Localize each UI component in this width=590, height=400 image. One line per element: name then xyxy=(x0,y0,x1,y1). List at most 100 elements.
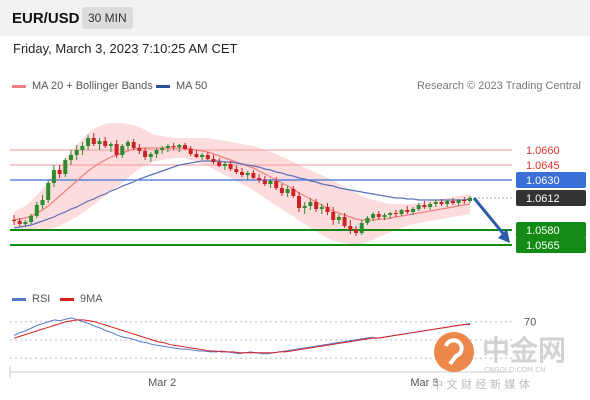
candle-body xyxy=(217,162,222,166)
candle-body xyxy=(416,205,421,209)
candle-body xyxy=(120,146,125,155)
ma50-legend-label: MA 50 xyxy=(176,80,208,92)
symbol-label: EUR/USD xyxy=(12,10,80,27)
candle-body xyxy=(354,230,358,233)
candle-body xyxy=(445,201,450,204)
watermark-coin-icon xyxy=(434,332,474,372)
candle-body xyxy=(74,150,79,155)
candle-body xyxy=(97,141,102,144)
timeframe-button[interactable]: 30 MIN xyxy=(82,7,133,29)
ma20-legend: MA 20 + Bollinger Bands xyxy=(12,80,153,92)
candle-body xyxy=(245,173,250,175)
candle-body xyxy=(359,223,364,233)
candle-body xyxy=(468,198,472,201)
candle-body xyxy=(126,142,130,146)
candle-body xyxy=(148,154,153,157)
candle-body xyxy=(262,180,267,184)
ma9-legend-label: 9MA xyxy=(80,293,103,305)
candle-body xyxy=(160,148,165,150)
rsi-legend: RSI xyxy=(12,293,50,305)
candle-body xyxy=(376,214,381,217)
candle-body xyxy=(222,164,227,166)
candle-body xyxy=(314,202,319,209)
rsi-legend-label: RSI xyxy=(32,293,51,305)
forecast-arrow-head xyxy=(498,229,510,243)
candle-body xyxy=(171,146,176,147)
candle-body xyxy=(205,155,210,159)
candle-body xyxy=(29,216,34,222)
candle-body xyxy=(188,149,193,154)
candle-body xyxy=(342,217,347,226)
rsi-label-70: 70 xyxy=(524,317,536,329)
level-label-1.0565: 1.0565 xyxy=(526,240,560,252)
ma20-swatch xyxy=(12,84,26,88)
candle-body xyxy=(228,164,233,169)
candle-body xyxy=(40,200,45,205)
candle-body xyxy=(51,170,56,183)
level-label-1.0630: 1.0630 xyxy=(526,175,560,187)
candle-body xyxy=(336,217,341,220)
candle-body xyxy=(251,173,256,178)
candle-body xyxy=(154,150,159,154)
candle-body xyxy=(143,151,148,157)
candle-body xyxy=(348,226,353,230)
candle-body xyxy=(34,205,39,216)
rsi-swatch xyxy=(12,297,26,301)
candle-body xyxy=(63,160,68,174)
candle-body xyxy=(234,169,239,172)
watermark-brand: 中金网 xyxy=(482,334,566,367)
level-label-1.0645: 1.0645 xyxy=(526,160,560,172)
candle-body xyxy=(211,159,216,162)
candle-body xyxy=(456,200,461,203)
candle-body xyxy=(388,213,393,215)
level-label-1.0660: 1.0660 xyxy=(526,145,560,157)
candle-body xyxy=(411,209,415,212)
candle-body xyxy=(257,178,262,180)
candle-body xyxy=(399,210,404,214)
candle-body xyxy=(268,181,273,184)
forecast-arrow-shaft xyxy=(472,197,508,238)
candle-body xyxy=(325,207,330,212)
ma50-legend: MA 50 xyxy=(156,80,207,92)
chart-datetime: Friday, March 3, 2023 7:10:25 AM CET xyxy=(13,41,238,56)
level-label-1.0612: 1.0612 xyxy=(526,193,560,205)
candle-body xyxy=(297,196,301,208)
candle-body xyxy=(80,146,85,150)
ma9-legend: 9MA xyxy=(60,293,103,305)
candle-body xyxy=(69,155,73,160)
candle-body xyxy=(279,188,284,193)
candle-body xyxy=(57,170,62,174)
candle-body xyxy=(46,183,51,200)
x-label-Mar-2: Mar 2 xyxy=(148,377,176,389)
candle-body xyxy=(319,207,324,209)
level-box-1.0580 xyxy=(516,222,586,238)
candle-body xyxy=(450,201,455,203)
candle-body xyxy=(393,213,398,214)
level-box-1.0565 xyxy=(516,237,586,253)
watermark-coin-glyph xyxy=(444,338,464,366)
candle-body xyxy=(114,144,119,155)
candle-body xyxy=(200,155,205,157)
x-label-Mar-3: Mar 3 xyxy=(410,377,438,389)
candle-body xyxy=(103,141,108,146)
ma50-swatch xyxy=(156,84,170,88)
candle-body xyxy=(240,172,244,175)
candle-body xyxy=(91,138,96,144)
rsi-ma9-line xyxy=(13,319,470,354)
watermark-url: CNGOLD.COM.CN xyxy=(484,366,545,374)
ma50-line xyxy=(13,160,471,229)
candle-body xyxy=(291,189,296,196)
candle-body xyxy=(86,138,91,146)
candle-body xyxy=(371,214,376,218)
chart-header: EUR/USD 30 MIN xyxy=(0,0,590,36)
candle-body xyxy=(108,144,113,146)
candle-body xyxy=(439,202,444,204)
candle-body xyxy=(12,220,16,221)
credit-text: Research © 2023 Trading Central xyxy=(416,80,581,92)
level-label-1.0580: 1.0580 xyxy=(526,225,560,237)
level-box-1.0612 xyxy=(516,190,586,206)
candle-body xyxy=(308,202,313,206)
candle-body xyxy=(165,146,170,148)
candle-body xyxy=(331,212,336,220)
